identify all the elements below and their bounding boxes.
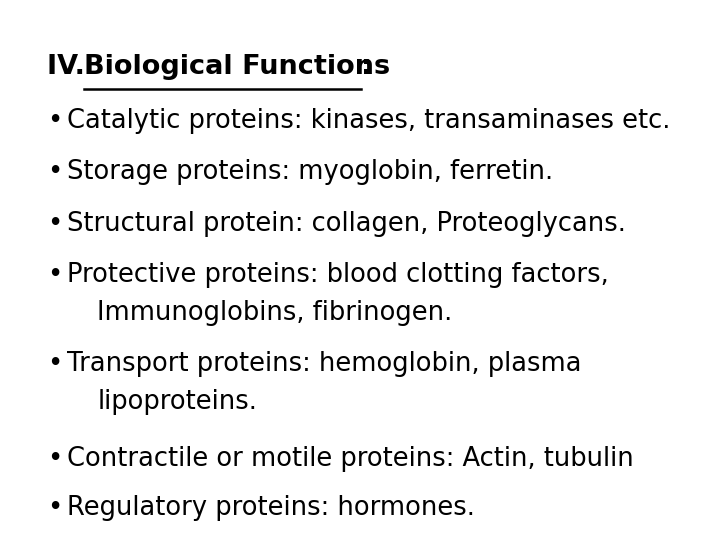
Text: IV.: IV. (47, 54, 94, 80)
Text: Immunoglobins, fibrinogen.: Immunoglobins, fibrinogen. (97, 300, 452, 326)
Text: •: • (47, 262, 62, 288)
Text: •: • (47, 351, 62, 377)
Text: •: • (47, 495, 62, 521)
Text: Storage proteins: myoglobin, ferretin.: Storage proteins: myoglobin, ferretin. (67, 159, 553, 185)
Text: •: • (47, 108, 62, 134)
Text: •: • (47, 211, 62, 237)
Text: Biological Functions: Biological Functions (84, 54, 390, 80)
Text: Protective proteins: blood clotting factors,: Protective proteins: blood clotting fact… (67, 262, 608, 288)
Text: Contractile or motile proteins: Actin, tubulin: Contractile or motile proteins: Actin, t… (67, 446, 634, 471)
Text: Catalytic proteins: kinases, transaminases etc.: Catalytic proteins: kinases, transaminas… (67, 108, 670, 134)
Text: •: • (47, 159, 62, 185)
Text: Regulatory proteins: hormones.: Regulatory proteins: hormones. (67, 495, 474, 521)
Text: Transport proteins: hemoglobin, plasma: Transport proteins: hemoglobin, plasma (67, 351, 582, 377)
Text: lipoproteins.: lipoproteins. (97, 389, 257, 415)
Text: :: : (361, 54, 372, 80)
Text: •: • (47, 446, 62, 471)
Text: Structural protein: collagen, Proteoglycans.: Structural protein: collagen, Proteoglyc… (67, 211, 626, 237)
